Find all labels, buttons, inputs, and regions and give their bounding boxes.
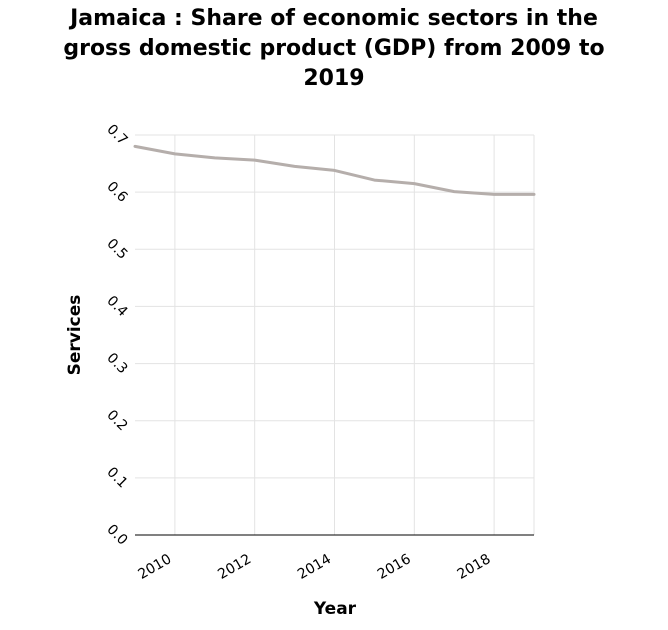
chart-title-line-3: 2019 — [303, 66, 365, 91]
series-layer — [133, 144, 536, 196]
x-tick-label: 2010 — [135, 551, 174, 583]
y-tick-label: 0.0 — [103, 521, 130, 548]
y-tick-label: 0.2 — [103, 407, 130, 434]
y-tick-label: 0.1 — [103, 464, 130, 491]
y-tick-label: 0.4 — [103, 293, 130, 320]
x-tick-label: 2012 — [215, 551, 254, 583]
chart-title-line-1: Jamaica : Share of economic sectors in t… — [70, 6, 598, 31]
x-axis-ticks: 2010 2012 2014 2016 2018 — [135, 551, 493, 583]
chart-title-line-2: gross domestic product (GDP) from 2009 t… — [63, 36, 605, 61]
gridlines — [135, 134, 535, 536]
y-tick-label: 0.5 — [103, 236, 130, 263]
y-axis-ticks: 0.0 0.1 0.2 0.3 0.4 0.5 0.6 0.7 — [103, 121, 130, 548]
y-tick-label: 0.7 — [103, 121, 130, 148]
x-tick-label: 2016 — [375, 551, 414, 583]
chart-title: Jamaica : Share of economic sectors in t… — [0, 4, 668, 94]
x-tick-label: 2018 — [455, 551, 494, 583]
x-tick-label: 2014 — [295, 551, 334, 583]
x-axis-title: Year — [313, 599, 357, 619]
series-line — [133, 144, 536, 196]
y-axis-title: Services — [65, 295, 85, 376]
y-tick-label: 0.6 — [103, 179, 130, 206]
y-tick-label: 0.3 — [103, 350, 130, 377]
